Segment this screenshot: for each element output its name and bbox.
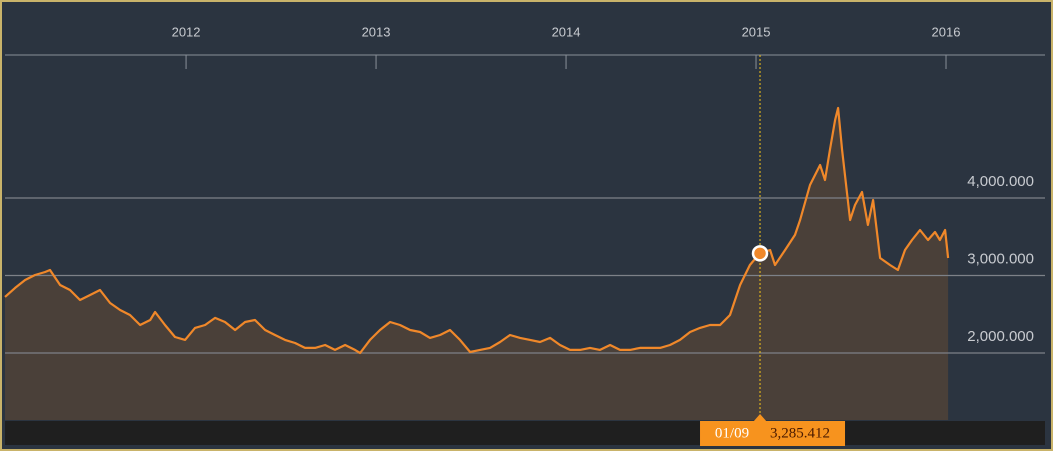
- y-tick-label: 2,000.000: [967, 328, 1034, 345]
- bottom-strip: [5, 421, 1045, 445]
- x-tick-label: 2013: [362, 24, 391, 39]
- x-tick-label: 2014: [552, 24, 581, 39]
- tooltip-marker: [751, 245, 769, 262]
- x-tick-label: 2015: [742, 24, 771, 39]
- tooltip-date: 01/09: [715, 425, 749, 441]
- x-tick-label: 2012: [172, 24, 201, 39]
- y-tick-label: 4,000.000: [967, 173, 1034, 190]
- y-tick-label: 3,000.000: [967, 250, 1034, 267]
- tooltip-value: 3,285.412: [770, 425, 830, 441]
- line: [4, 106, 950, 355]
- x-tick-label: 2016: [932, 24, 961, 39]
- tooltip-pointer: [753, 414, 768, 422]
- area: [5, 108, 949, 420]
- tooltip-box: [700, 421, 846, 446]
